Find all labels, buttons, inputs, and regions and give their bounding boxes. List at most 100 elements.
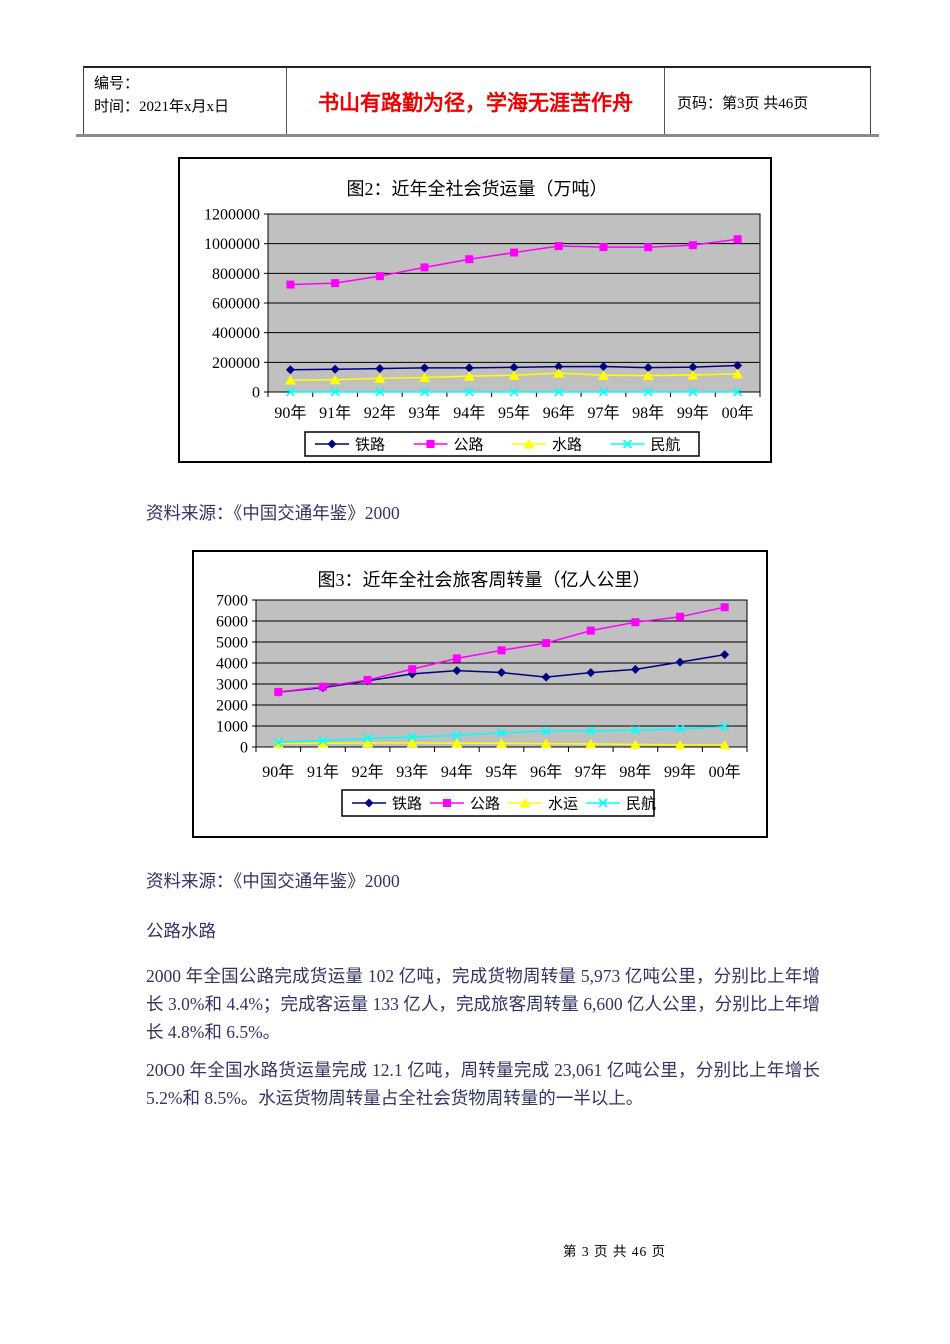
- marker-x: [363, 733, 373, 744]
- marker-triangle: [317, 738, 329, 748]
- marker-triangle: [419, 372, 431, 382]
- header-number-time-cell: 编号： 时间：2021年x月x日: [84, 68, 286, 136]
- x-axis-label: 90年: [274, 404, 306, 422]
- x-axis-label: 91年: [307, 763, 339, 781]
- y-axis-label: 800000: [212, 266, 260, 283]
- x-axis-label: 96年: [530, 763, 562, 781]
- y-axis-label: 2000: [216, 698, 248, 715]
- marker-square: [408, 665, 417, 674]
- marker-x: [285, 387, 295, 397]
- marker-x: [375, 387, 385, 397]
- marker-triangle: [687, 369, 699, 380]
- y-axis-label: 1000000: [204, 236, 260, 253]
- marker-square: [465, 255, 474, 264]
- marker-square: [452, 654, 461, 663]
- marker-triangle: [496, 738, 507, 748]
- y-axis-label: 5000: [216, 635, 248, 652]
- marker-diamond: [285, 365, 295, 375]
- x-axis-label: 94年: [441, 763, 473, 781]
- marker-triangle: [540, 738, 552, 749]
- marker-triangle: [362, 737, 374, 748]
- marker-triangle: [642, 370, 654, 381]
- marker-x: [496, 728, 507, 738]
- footer-page-number: 第 3 页 共 46 页: [563, 1244, 667, 1259]
- marker-x: [330, 387, 340, 397]
- marker-square: [599, 243, 608, 252]
- figure3-chart-svg: 图3：近年全社会旅客周转量（亿人公里） 0 1000 2000 3000 4000 5000…: [216, 570, 748, 817]
- marker-x: [541, 726, 551, 736]
- x-axis-label: 95年: [498, 404, 530, 422]
- chart-title: 图2：近年全社会货运量（万吨）: [347, 179, 608, 199]
- marker-x: [419, 387, 430, 397]
- marker-x: [688, 387, 698, 397]
- marker-diamond: [733, 360, 743, 370]
- header-motto: 书山有路勤为径，学海无涯苦作舟: [318, 91, 633, 115]
- marker-diamond: [586, 668, 596, 678]
- section-heading: 公路水路: [146, 921, 216, 941]
- marker-diamond: [327, 439, 337, 449]
- marker-x: [630, 725, 640, 735]
- marker-x: [598, 798, 608, 808]
- legend-label: 水路: [552, 437, 582, 454]
- marker-square: [733, 235, 742, 244]
- header-time-label: 时间：2021年x月x日: [94, 99, 230, 115]
- x-axis-label: 94年: [453, 404, 485, 422]
- marker-diamond: [554, 362, 564, 372]
- header-page-cell: 页码：第3页 共46页: [665, 68, 872, 136]
- marker-x: [733, 387, 743, 397]
- marker-diamond: [375, 364, 385, 374]
- figure3-passenger-turnover-chart: 图3：近年全社会旅客周转量（亿人公里） 0 1000 2000 3000 4000 5000…: [192, 550, 768, 838]
- marker-x: [318, 736, 328, 746]
- marker-triangle: [374, 373, 386, 383]
- marker-x: [720, 722, 730, 732]
- header-divider-rule: [76, 134, 879, 137]
- y-axis-label: 200000: [212, 355, 260, 372]
- y-axis-label: 0: [252, 385, 260, 402]
- marker-triangle: [463, 371, 475, 381]
- x-axis-label: 99年: [677, 404, 709, 422]
- x-axis-label: 00年: [709, 763, 741, 781]
- legend-label: 铁路: [392, 796, 422, 813]
- marker-diamond: [509, 362, 519, 372]
- header-number-label: 编号：: [94, 76, 140, 92]
- marker-triangle: [519, 798, 531, 808]
- x-axis-label: 95年: [485, 763, 517, 781]
- marker-square: [631, 618, 640, 627]
- marker-diamond: [720, 650, 730, 660]
- marker-x: [622, 439, 633, 449]
- marker-triangle: [406, 737, 418, 748]
- x-axis-label: 97年: [575, 763, 607, 781]
- x-axis-label: 90年: [262, 763, 294, 781]
- marker-x: [675, 724, 685, 734]
- marker-triangle: [674, 739, 686, 750]
- marker-diamond: [541, 672, 551, 682]
- marker-x: [554, 387, 564, 397]
- marker-x: [273, 737, 283, 747]
- x-axis-label: 96年: [543, 404, 575, 422]
- figure3-source-line: 资料来源：《中国交通年鉴》2000: [146, 871, 400, 891]
- x-axis-label: 00年: [722, 404, 754, 422]
- marker-x: [464, 387, 474, 397]
- y-axis-label: 4000: [216, 656, 248, 673]
- marker-x: [598, 387, 609, 397]
- marker-x: [586, 726, 596, 736]
- marker-square: [331, 279, 340, 288]
- marker-x: [407, 732, 417, 742]
- marker-diamond: [688, 362, 698, 372]
- marker-triangle: [451, 738, 463, 748]
- y-axis-label: 6000: [216, 614, 248, 631]
- legend-label: 水运: [548, 796, 578, 813]
- paragraph-highway-stats: 2000 年全国公路完成货运量 102 亿吨，完成货物周转量 5,973 亿吨公…: [146, 966, 820, 1042]
- marker-triangle: [732, 368, 744, 379]
- x-axis-label: 92年: [364, 404, 396, 422]
- marker-square: [676, 612, 685, 621]
- paragraph-waterway-stats: 20O0 年全国水路货运量完成 12.1 亿吨，周转量完成 23,061 亿吨公…: [146, 1060, 820, 1108]
- marker-square: [426, 440, 435, 448]
- marker-square: [274, 687, 283, 696]
- marker-triangle: [329, 374, 341, 385]
- marker-triangle: [585, 738, 597, 749]
- marker-triangle: [508, 370, 520, 380]
- marker-diamond: [330, 364, 340, 374]
- chart-title: 图3：近年全社会旅客周转量（亿人公里）: [318, 570, 651, 590]
- x-axis-label: 92年: [352, 763, 384, 781]
